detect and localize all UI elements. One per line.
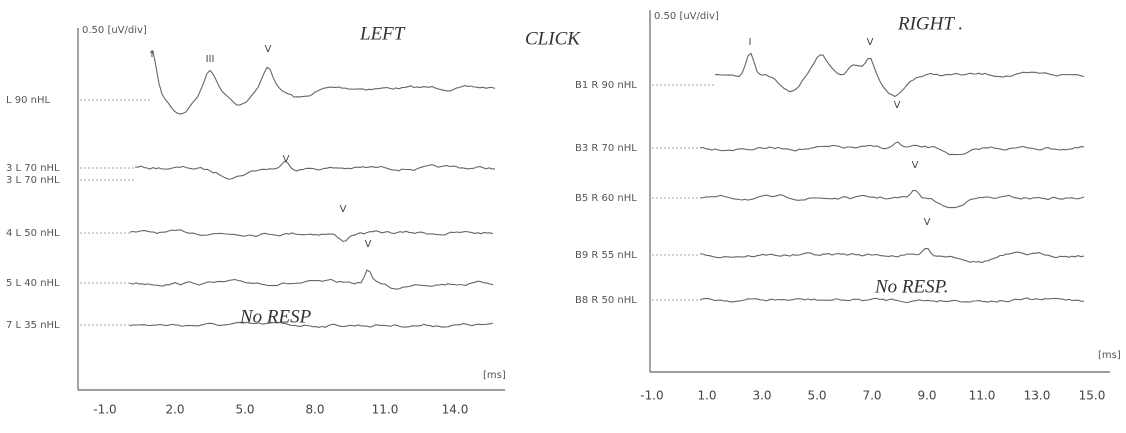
- handwritten-title: CLICK: [525, 28, 581, 49]
- x-tick-label: 5.0: [235, 403, 254, 417]
- unit-label: [ms]: [483, 370, 506, 381]
- peak-label: V: [894, 100, 901, 111]
- waveform: [699, 141, 1085, 156]
- trace-label: B9 R 55 nHL: [575, 250, 637, 261]
- x-tick-label: -1.0: [640, 389, 663, 403]
- x-tick-label: 15.0: [1079, 389, 1106, 403]
- x-tick-label: 8.0: [305, 403, 324, 417]
- x-tick-label: 11.0: [969, 389, 996, 403]
- trace-label: 3 L 70 nHL: [6, 175, 60, 186]
- peak-label: III: [206, 54, 215, 65]
- trace-label: 4 L 50 nHL: [6, 228, 60, 239]
- peak-label: V: [265, 44, 272, 55]
- x-tick-label: 9.0: [917, 389, 936, 403]
- trace-label: 7 L 35 nHL: [6, 320, 60, 331]
- peak-label: V: [340, 204, 347, 215]
- scale-label: 0.50 [uV/div]: [82, 25, 147, 36]
- trace-label: L 90 nHL: [6, 95, 51, 106]
- unit-label: [ms]: [1098, 350, 1121, 361]
- waveform: [134, 160, 496, 180]
- x-tick-label: 5.0: [807, 389, 826, 403]
- trace-label: B3 R 70 nHL: [575, 143, 637, 154]
- scale-label: 0.50 [uV/div]: [654, 11, 719, 22]
- waveform: [129, 321, 494, 328]
- handwritten-title: LEFT: [359, 23, 406, 44]
- peak-label: V: [867, 37, 874, 48]
- peak-label: I: [151, 49, 154, 60]
- waveform: [699, 297, 1085, 304]
- trace-label: B1 R 90 nHL: [575, 80, 637, 91]
- x-tick-label: 14.0: [442, 403, 469, 417]
- trace-label: B5 R 60 nHL: [575, 193, 637, 204]
- peak-label: V: [283, 154, 290, 165]
- x-tick-label: 3.0: [752, 389, 771, 403]
- trace-label: 5 L 40 nHL: [6, 278, 60, 289]
- x-tick-label: 2.0: [165, 403, 184, 417]
- peak-label: V: [924, 217, 931, 228]
- x-tick-label: 13.0: [1024, 389, 1051, 403]
- handwritten-note: No RESP.: [874, 276, 949, 297]
- waveform: [699, 189, 1085, 209]
- waveform: [714, 52, 1085, 98]
- waveform: [700, 247, 1085, 264]
- trace-label: 3 L 70 nHL: [6, 163, 60, 174]
- x-tick-label: -1.0: [93, 403, 116, 417]
- waveform: [129, 229, 494, 242]
- waveform: [129, 269, 494, 290]
- handwritten-note: No RESP: [239, 306, 312, 327]
- x-tick-label: 7.0: [862, 389, 881, 403]
- trace-label: B8 R 50 nHL: [575, 295, 637, 306]
- peak-label: V: [912, 160, 919, 171]
- handwritten-title: RIGHT .: [897, 13, 963, 34]
- x-tick-label: 11.0: [372, 403, 399, 417]
- peak-label: I: [749, 37, 752, 48]
- waveform: [149, 50, 496, 115]
- peak-label: V: [365, 239, 372, 250]
- x-tick-label: 1.0: [697, 389, 716, 403]
